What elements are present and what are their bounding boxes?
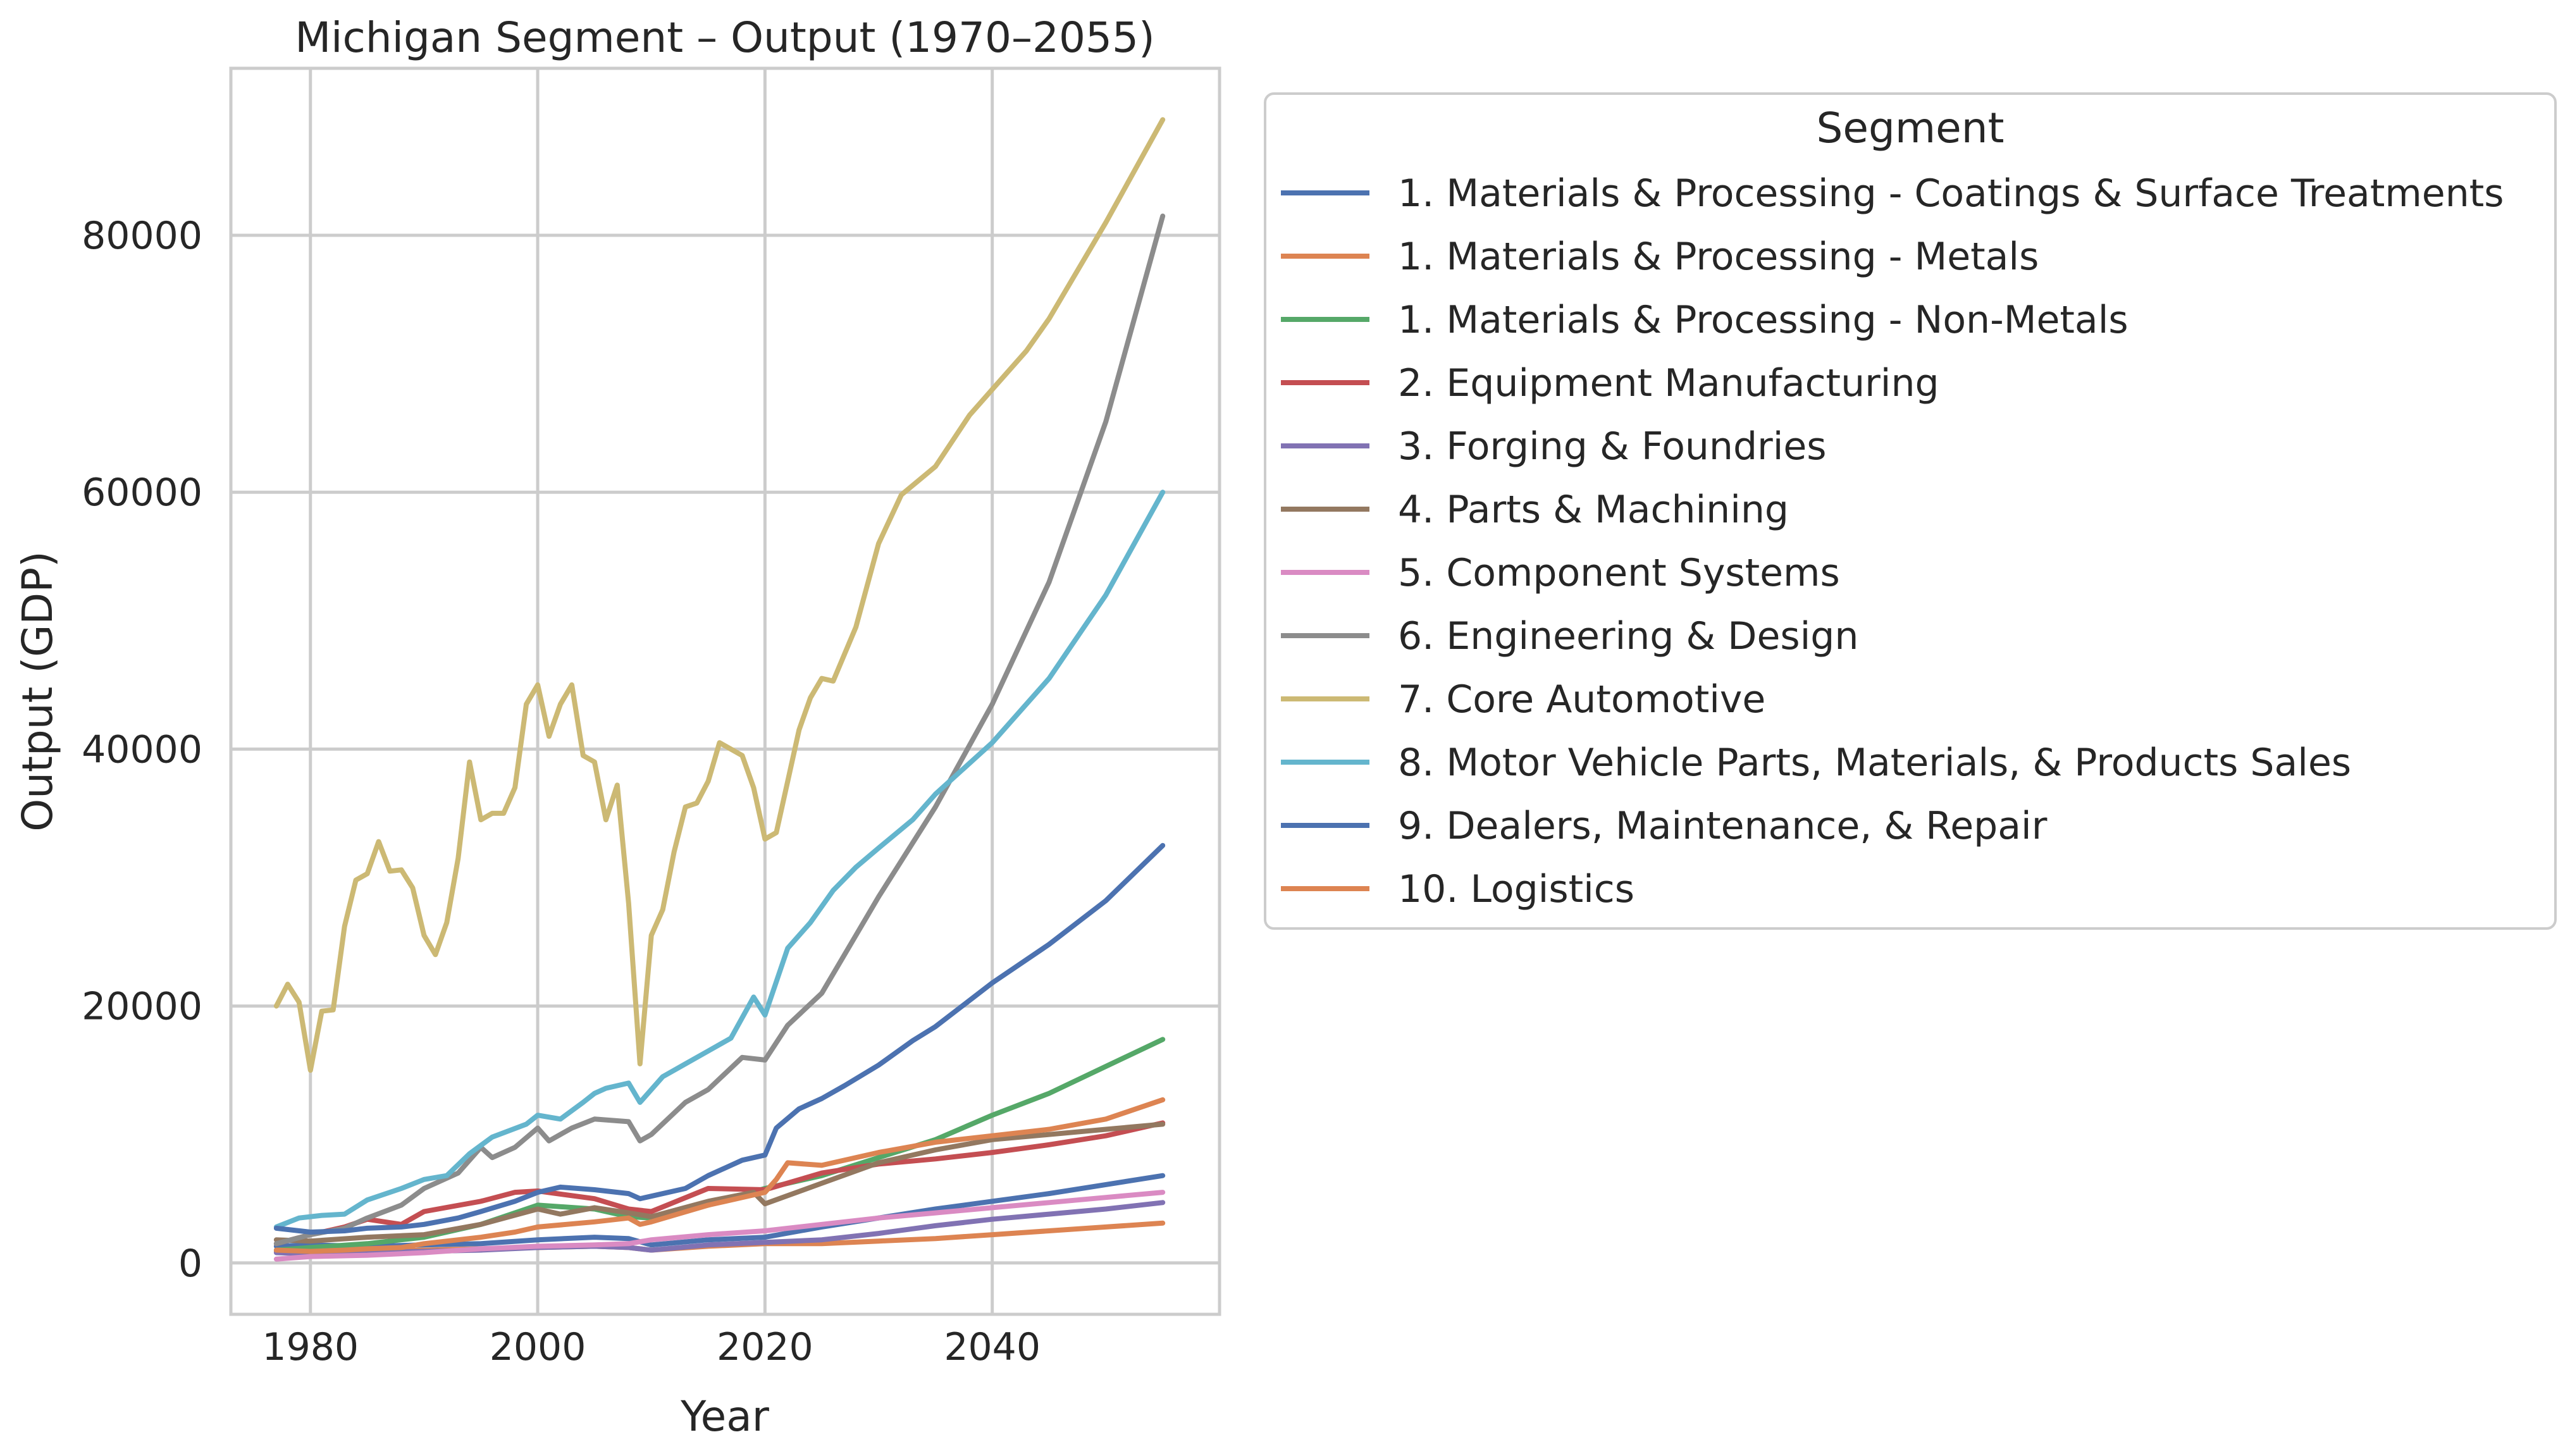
legend-label: 2. Equipment Manufacturing [1398,361,1939,405]
legend-label: 9. Dealers, Maintenance, & Repair [1398,804,2048,848]
grid-lines [231,68,1220,1314]
y-tick-label: 0 [178,1242,202,1286]
x-tick-label: 2020 [717,1325,813,1369]
legend-label: 5. Component Systems [1398,551,1840,595]
legend-frame [1264,92,2557,930]
tick-labels: 1980 2000 2020 2040 0 20000 40000 60000 80000 [82,214,1041,1369]
chart-title: Michigan Segment – Output (1970–2055) [295,13,1155,62]
legend-label: 3. Forging & Foundries [1398,424,1827,469]
legend: Segment 1. Materials & Processing - Coat… [1264,92,2557,930]
legend-title: Segment [1817,104,2005,152]
legend-label: 8. Motor Vehicle Parts, Materials, & Pro… [1398,741,2351,785]
legend-item: 6. Engineering & Design [1281,614,1858,658]
legend-label: 6. Engineering & Design [1398,614,1858,658]
y-tick-label: 40000 [82,727,202,772]
series-line [273,1097,1166,1254]
legend-items: 1. Materials & Processing - Coatings & S… [1281,171,2504,911]
legend-item: 3. Forging & Foundries [1281,424,1827,469]
series-line [273,1190,1166,1262]
legend-item: 5. Component Systems [1281,551,1840,595]
legend-label: 1. Materials & Processing - Non-Metals [1398,298,2128,342]
legend-label: 1. Materials & Processing - Metals [1398,235,2039,279]
y-tick-label: 60000 [82,471,202,515]
x-tick-label: 1980 [262,1325,359,1369]
series-line [273,1121,1166,1244]
legend-item: 10. Logistics [1281,867,1634,911]
legend-label: 7. Core Automotive [1398,677,1765,722]
x-axis-label: Year [680,1392,770,1441]
series-line [273,117,1166,1073]
series-line [273,842,1166,1235]
series-line [273,490,1166,1230]
legend-item: 4. Parts & Machining [1281,488,1789,532]
series-line [273,1120,1166,1247]
y-axis-label: Output (GDP) [13,551,62,832]
series-line [273,213,1166,1247]
legend-item: 1. Materials & Processing - Metals [1281,235,2039,279]
x-tick-label: 2040 [944,1325,1041,1369]
plot-frame [229,66,1221,1316]
x-tick-label: 2000 [490,1325,586,1369]
y-tick-label: 20000 [82,985,202,1029]
legend-item: 9. Dealers, Maintenance, & Repair [1281,804,2048,848]
legend-item: 2. Equipment Manufacturing [1281,361,1939,405]
legend-label: 10. Logistics [1398,867,1634,911]
legend-item: 7. Core Automotive [1281,677,1765,722]
y-tick-label: 80000 [82,214,202,258]
legend-item: 8. Motor Vehicle Parts, Materials, & Pro… [1281,741,2351,785]
legend-item: 1. Materials & Processing - Coatings & S… [1281,171,2504,216]
series-lines [273,117,1166,1262]
legend-label: 1. Materials & Processing - Coatings & S… [1398,171,2504,216]
legend-label: 4. Parts & Machining [1398,488,1789,532]
legend-item: 1. Materials & Processing - Non-Metals [1281,298,2128,342]
